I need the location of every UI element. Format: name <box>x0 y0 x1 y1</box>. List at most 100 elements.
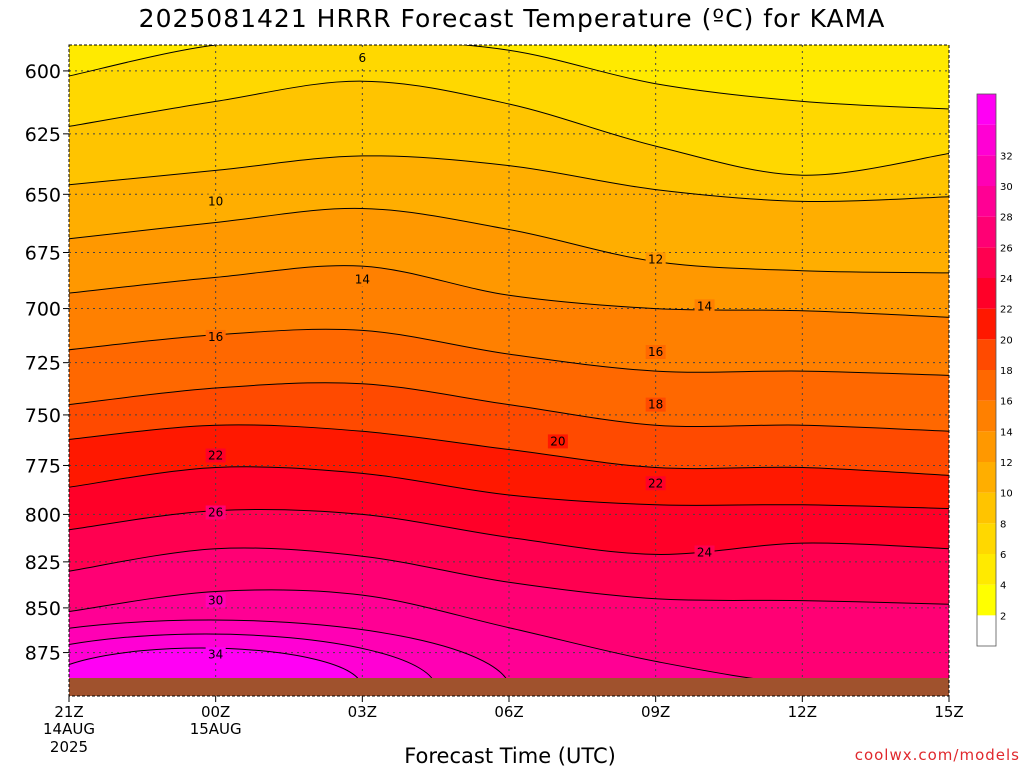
colorbar-tick: 24 <box>1000 274 1013 285</box>
grid-lines <box>69 45 949 696</box>
contour-22 <box>69 466 949 510</box>
xtick-label: 09Z <box>641 703 670 721</box>
ytick-label: 600 <box>25 61 61 83</box>
contour-label-bg <box>645 397 666 412</box>
ytick-label: 625 <box>25 124 61 146</box>
colorbar-tick: 18 <box>1000 366 1013 377</box>
ytick-label: 725 <box>25 353 61 375</box>
contour-label-bg <box>645 344 666 359</box>
colorbar-tick: 28 <box>1000 213 1013 224</box>
chart-title: 2025081421 HRRR Forecast Temperature (ºC… <box>138 4 886 33</box>
axes: 60062565067570072575077580082585087521Z1… <box>25 61 964 756</box>
ytick-label: 750 <box>25 405 61 427</box>
contour-label: 34 <box>208 647 223 661</box>
xtick-label: 12Z <box>788 703 817 721</box>
colorbar-tick: 20 <box>1000 335 1013 346</box>
colorbar-swatch <box>977 431 996 462</box>
colorbar-swatch <box>977 94 996 125</box>
colorbar-swatch <box>977 370 996 401</box>
ytick-label: 825 <box>25 552 61 574</box>
contour-label-bg <box>205 329 226 344</box>
xtick-label: 03Z <box>348 703 377 721</box>
contour-label-bg <box>205 647 226 662</box>
terrain-ground <box>69 678 949 696</box>
colorbar-swatch <box>977 523 996 554</box>
colorbar-tick: 2 <box>1000 611 1006 622</box>
colorbar-tick: 22 <box>1000 305 1013 316</box>
contour-20 <box>69 424 949 476</box>
contour-label-bg <box>352 272 373 287</box>
colorbar-swatch <box>977 278 996 309</box>
contour-12 <box>69 207 949 274</box>
contour-label: 26 <box>208 505 223 519</box>
colorbar-swatch <box>977 124 996 156</box>
contour-label: 6 <box>359 51 367 65</box>
contour-label: 22 <box>208 448 223 462</box>
contour-10 <box>69 155 949 203</box>
colorbar-swatch <box>977 400 996 432</box>
colorbar-swatch <box>977 339 996 370</box>
ytick-label: 875 <box>25 643 61 665</box>
colorbar-swatch <box>977 554 996 585</box>
ytick-label: 850 <box>25 598 61 620</box>
colorbar-swatch <box>977 584 996 616</box>
xtick-date: 14AUG <box>43 720 95 738</box>
contour-label: 22 <box>648 476 663 490</box>
colorbar-tick: 32 <box>1000 151 1013 162</box>
contour-label: 16 <box>648 345 663 359</box>
x-axis-label: Forecast Time (UTC) <box>404 744 616 768</box>
contour-label-bg <box>694 299 715 314</box>
contour-labels: 6 10 12 14 14 16 16 18 20 22 22 24 26 30 34 <box>205 51 715 662</box>
contour-18 <box>69 382 949 432</box>
contour-label: 30 <box>208 594 223 608</box>
site-credit[interactable]: coolwx.com/models <box>854 746 1020 764</box>
xtick-label: 00Z <box>201 703 230 721</box>
colorbar-swatch <box>977 247 996 278</box>
contour-label: 10 <box>208 194 223 208</box>
contour-label-bg <box>205 505 226 520</box>
contour-label-bg <box>645 476 666 491</box>
contour-label: 16 <box>208 330 223 344</box>
contour-label: 20 <box>550 434 565 448</box>
colorbar-swatch <box>977 462 996 493</box>
temp-band-4 <box>69 45 949 109</box>
ytick-label: 675 <box>25 242 61 264</box>
contour-label-bg <box>645 252 666 267</box>
contour-label-bg <box>694 545 715 560</box>
contour-label: 12 <box>648 252 663 266</box>
colorbar-swatch <box>977 615 996 646</box>
contour-label-bg <box>547 434 568 449</box>
contour-label: 24 <box>697 545 712 559</box>
ytick-label: 650 <box>25 184 61 206</box>
contour-label-bg <box>205 194 226 209</box>
xtick-label: 06Z <box>494 703 523 721</box>
colorbar-swatch <box>977 492 996 524</box>
colorbar-swatch <box>977 308 996 340</box>
contour-label: 14 <box>355 273 370 287</box>
contour-label-bg <box>205 593 226 608</box>
colorbar-tick: 26 <box>1000 243 1013 254</box>
colorbar-tick: 8 <box>1000 519 1006 530</box>
contour-26 <box>69 547 949 605</box>
contour-label-bg <box>356 51 369 66</box>
contour-label-bg <box>205 448 226 463</box>
colorbar-tick: 12 <box>1000 458 1013 469</box>
xtick-year: 2025 <box>50 738 88 756</box>
colorbar-tick: 16 <box>1000 397 1013 408</box>
colorbar-swatch <box>977 155 996 186</box>
colorbar-swatch <box>977 186 996 217</box>
colorbar-tick: 30 <box>1000 182 1013 193</box>
colorbar-tick: 4 <box>1000 581 1006 592</box>
colorbar-frame <box>976 93 997 647</box>
colorbar-tick: 10 <box>1000 489 1013 500</box>
ytick-label: 800 <box>25 504 61 526</box>
colorbar-tick: 6 <box>1000 550 1006 561</box>
xtick-date: 15AUG <box>190 720 242 738</box>
contour-label: 18 <box>648 398 663 412</box>
colorbar-tick: 14 <box>1000 427 1013 438</box>
ytick-label: 700 <box>25 299 61 321</box>
contour-14 <box>69 265 949 318</box>
colorbar-swatch <box>977 216 996 248</box>
